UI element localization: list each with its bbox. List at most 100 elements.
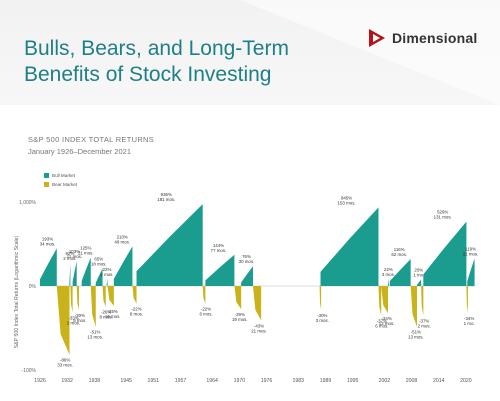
bull-value-label: 210%	[117, 234, 128, 239]
bull-value-label: 92%	[65, 251, 74, 256]
bear-duration-label: 3 mos.	[316, 318, 329, 323]
bear-value-label: -29%	[235, 312, 245, 317]
bull-market-area	[95, 268, 103, 286]
bear-market-area	[252, 286, 262, 321]
y-tick-label: -100%	[22, 368, 37, 374]
page-title: Bulls, Bears, and Long-Term Benefits of …	[24, 36, 324, 88]
bear-market-area	[202, 286, 206, 304]
bull-value-label: 22%	[384, 267, 393, 272]
bear-market-area	[107, 286, 114, 306]
bear-market-area	[378, 286, 382, 316]
bull-market-area	[113, 246, 133, 286]
bull-market-area	[467, 258, 475, 286]
bear-value-label: -34%	[381, 316, 391, 321]
bull-value-label: 76%	[242, 254, 251, 259]
bear-market-area	[90, 286, 96, 327]
bull-value-label: 144%	[213, 243, 224, 248]
brand-name: Dimensional	[392, 30, 478, 46]
x-tick-label: 1983	[293, 378, 305, 384]
y-tick-label: 0%	[29, 284, 37, 290]
bull-duration-label: 181 mos.	[157, 197, 175, 202]
bear-value-label: -30%	[317, 313, 327, 318]
bull-duration-label: 62 mos.	[391, 252, 407, 257]
bull-duration-label: 21 mos.	[78, 251, 94, 256]
x-tick-label: 1938	[89, 378, 101, 384]
x-tick-label: 2020	[460, 378, 472, 384]
x-tick-label: 1970	[234, 378, 246, 384]
chart-axes: 1,000% 0% -100% S&P 500 Index Total Returns…	[14, 173, 472, 384]
bull-market-area	[320, 207, 379, 286]
bull-value-label: 22%	[103, 267, 112, 272]
bear-market-area	[234, 286, 242, 310]
bear-market-area	[132, 286, 137, 304]
bull-value-label: 65%	[94, 256, 103, 261]
legend-label: Bull Market	[52, 173, 76, 178]
chart-subtitle: S&P 500 INDEX TOTAL RETURNS	[28, 135, 155, 144]
bull-market-area	[106, 279, 108, 286]
bear-duration-label: 13 mos.	[87, 335, 103, 340]
bear-duration-label: 21 mos.	[251, 328, 267, 333]
bull-market-area	[241, 266, 253, 286]
bull-value-label: 845%	[341, 195, 352, 200]
bull-duration-label: 77 mos.	[211, 248, 227, 253]
bull-market-area	[423, 221, 467, 286]
bull-market-area	[205, 254, 235, 286]
bull-bear-chart: 193%34 mos.92%2 mos.103%11 mos.125%21 mo…	[14, 173, 479, 384]
y-axis-title: S&P 500 Index Total Returns (Logarithmic…	[14, 235, 20, 348]
x-tick-label: 1989	[320, 378, 332, 384]
x-tick-label: 1932	[61, 378, 73, 384]
dimensional-logo-icon	[369, 29, 385, 47]
bear-value-label: -86%	[60, 358, 70, 363]
bull-market-area	[389, 259, 411, 286]
x-tick-label: 2002	[379, 378, 391, 384]
x-tick-label: 1995	[347, 378, 359, 384]
bull-duration-label: 49 mos.	[114, 239, 130, 244]
chart-labels: 193%34 mos.92%2 mos.103%11 mos.125%21 mo…	[40, 192, 479, 368]
bear-value-label: -22%	[201, 307, 211, 312]
x-tick-label: 1964	[206, 378, 218, 384]
bull-duration-label: 3 mos.	[382, 272, 395, 277]
legend-label: Bear Market	[52, 182, 78, 187]
header-banner	[0, 0, 500, 105]
bear-market-area	[70, 286, 73, 313]
bear-duration-label: 6 mos.	[375, 324, 388, 329]
bear-market-area	[410, 286, 417, 327]
bear-duration-label: 13 mos.	[408, 335, 424, 340]
bear-duration-label: 5 mos.	[73, 318, 86, 323]
chart-areas	[40, 204, 475, 355]
bull-duration-label: 30 mos.	[239, 259, 255, 264]
bull-value-label: 119%	[465, 247, 476, 252]
bull-value-label: 193%	[42, 236, 53, 241]
bear-value-label: -26%	[101, 310, 111, 315]
y-tick-label: 1,000%	[19, 200, 37, 206]
banner-decoration	[240, 0, 500, 105]
bear-duration-label: 8 mos.	[100, 315, 113, 320]
bear-duration-label: 2 mos.	[67, 320, 80, 325]
bull-duration-label: 153 mos.	[338, 200, 356, 205]
bull-market-area	[40, 248, 57, 286]
bull-market-area	[417, 279, 422, 286]
bear-value-label: -37%	[419, 319, 429, 324]
bull-duration-label: 2 mos.	[63, 256, 76, 261]
bear-duration-label: 12 mos.	[379, 321, 395, 326]
x-tick-label: 1926	[34, 378, 46, 384]
bull-duration-label: 1 mo.	[413, 273, 424, 278]
bear-value-label: -22%	[131, 307, 141, 312]
bear-duration-label: 8 mos.	[130, 312, 143, 317]
bear-market-area	[381, 286, 388, 314]
bear-value-label: -43%	[254, 323, 264, 328]
bull-market-area	[136, 204, 203, 286]
bull-duration-label: 18 mos.	[91, 261, 107, 266]
bull-value-label: 936%	[161, 192, 172, 197]
legend-swatch	[44, 182, 49, 187]
bull-duration-label: 131 mos.	[434, 215, 452, 220]
brand: Dimensional	[368, 28, 477, 48]
bear-duration-label: 16 mos.	[105, 314, 121, 319]
legend-swatch	[44, 173, 49, 178]
bear-value-label: -37%	[377, 319, 387, 324]
title-line-2: Benefits of Stock Investing	[24, 63, 272, 86]
bull-market-area	[81, 257, 91, 286]
bull-market-area	[388, 279, 389, 286]
bear-duration-label: 33 mos.	[57, 363, 73, 368]
bear-market-area	[319, 286, 322, 310]
